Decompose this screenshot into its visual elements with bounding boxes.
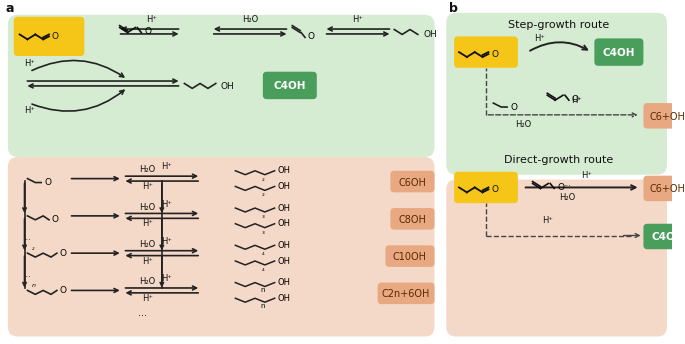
FancyBboxPatch shape <box>595 39 643 66</box>
Text: H⁺: H⁺ <box>534 34 545 43</box>
Text: H₂O: H₂O <box>139 240 155 249</box>
Text: H₂O: H₂O <box>139 165 155 174</box>
Text: H⁺: H⁺ <box>581 171 592 180</box>
FancyBboxPatch shape <box>386 245 434 267</box>
Text: ₄: ₄ <box>262 266 264 272</box>
Text: OH: OH <box>277 204 290 213</box>
Text: C6+OH: C6+OH <box>650 184 685 194</box>
Text: b: b <box>449 2 458 15</box>
Text: Direct-growth route: Direct-growth route <box>504 155 614 165</box>
Text: n: n <box>260 303 265 309</box>
Text: H⁺: H⁺ <box>24 60 35 68</box>
Text: O: O <box>52 32 59 41</box>
Text: H⁺: H⁺ <box>142 257 153 266</box>
Text: n: n <box>260 287 265 293</box>
FancyBboxPatch shape <box>643 176 685 201</box>
Text: ...: ... <box>138 308 147 318</box>
FancyBboxPatch shape <box>377 282 434 304</box>
Text: H⁺: H⁺ <box>147 15 158 24</box>
FancyBboxPatch shape <box>643 224 685 249</box>
Text: ₃: ₃ <box>262 213 264 219</box>
Text: O: O <box>491 50 499 58</box>
Text: H⁺: H⁺ <box>161 162 172 171</box>
Text: C6OH: C6OH <box>399 178 427 187</box>
Text: OH: OH <box>424 30 438 39</box>
Text: ₂: ₂ <box>262 175 264 182</box>
Text: C2n+6OH: C2n+6OH <box>382 289 430 299</box>
Text: C4OH: C4OH <box>603 48 635 58</box>
Text: ₂: ₂ <box>32 246 34 251</box>
Text: O: O <box>308 32 315 41</box>
Text: OH: OH <box>277 257 290 266</box>
Text: OH: OH <box>277 278 290 287</box>
Text: OH: OH <box>277 241 290 250</box>
Text: O: O <box>44 178 51 187</box>
Text: O: O <box>510 103 517 111</box>
Text: H⁺: H⁺ <box>542 216 553 225</box>
Text: H⁺: H⁺ <box>161 274 172 283</box>
Text: H⁺: H⁺ <box>571 96 582 105</box>
Text: ₂: ₂ <box>262 191 264 197</box>
FancyBboxPatch shape <box>263 72 316 99</box>
Text: OH: OH <box>277 294 290 303</box>
Text: C4OH: C4OH <box>273 82 306 92</box>
Text: ₃: ₃ <box>262 228 264 235</box>
Text: C4OH: C4OH <box>651 233 684 243</box>
Text: OH: OH <box>277 219 290 228</box>
Text: O: O <box>144 27 151 36</box>
Text: H₂O: H₂O <box>139 203 155 212</box>
FancyBboxPatch shape <box>390 208 434 229</box>
Text: a: a <box>6 2 14 15</box>
Text: H⁺: H⁺ <box>142 219 153 228</box>
FancyBboxPatch shape <box>8 15 434 157</box>
Text: H⁺: H⁺ <box>142 182 153 191</box>
FancyBboxPatch shape <box>390 171 434 192</box>
Text: C6+OH: C6+OH <box>650 112 685 122</box>
Text: H₂O: H₂O <box>242 15 258 24</box>
Text: ...: ... <box>563 179 571 188</box>
Text: Step-growth route: Step-growth route <box>508 20 610 30</box>
Text: H₂O: H₂O <box>559 193 575 202</box>
FancyBboxPatch shape <box>8 157 434 336</box>
Text: H⁺: H⁺ <box>161 237 172 246</box>
Text: O: O <box>60 286 67 295</box>
Text: ₄: ₄ <box>262 250 264 256</box>
Text: O: O <box>52 215 59 224</box>
FancyBboxPatch shape <box>14 17 84 56</box>
Text: ...: ... <box>23 233 32 242</box>
Text: OH: OH <box>221 82 234 91</box>
Text: n: n <box>32 283 36 288</box>
FancyBboxPatch shape <box>454 172 518 203</box>
Text: H₂O: H₂O <box>514 120 531 129</box>
FancyBboxPatch shape <box>446 13 667 175</box>
Text: O: O <box>572 95 579 104</box>
FancyBboxPatch shape <box>446 180 667 336</box>
Text: O: O <box>491 185 499 194</box>
Text: OH: OH <box>277 166 290 175</box>
Text: O: O <box>557 183 564 192</box>
Text: H⁺: H⁺ <box>24 106 35 116</box>
Text: O: O <box>60 249 67 258</box>
Text: H₂O: H₂O <box>139 277 155 286</box>
Text: H⁺: H⁺ <box>161 200 172 208</box>
FancyBboxPatch shape <box>643 103 685 129</box>
Text: C10OH: C10OH <box>393 252 427 262</box>
FancyBboxPatch shape <box>454 36 518 68</box>
Text: OH: OH <box>277 182 290 191</box>
Text: H⁺: H⁺ <box>353 15 364 24</box>
Text: C8OH: C8OH <box>399 215 427 225</box>
Text: ...: ... <box>23 270 32 279</box>
Text: H⁺: H⁺ <box>142 294 153 303</box>
